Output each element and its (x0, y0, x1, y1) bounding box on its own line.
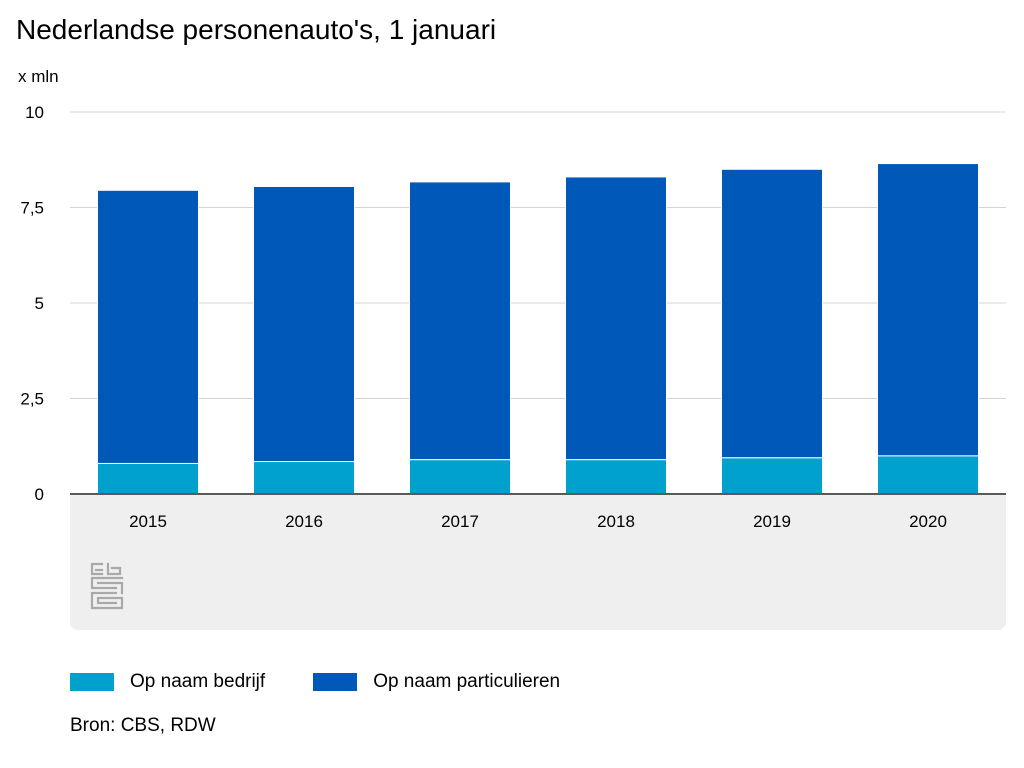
x-tick-label-2017: 2017 (441, 512, 479, 531)
x-axis-band (70, 494, 1006, 630)
bar-2015-op-naam-bedrijf (97, 462, 199, 495)
x-tick-label-2015: 2015 (129, 512, 167, 531)
x-tick-labels: 2015 2016 2017 2018 2019 2020 (129, 512, 947, 531)
bar-2018-op-naam-particulieren (565, 176, 667, 461)
bar-2017-op-naam-bedrijf (409, 459, 511, 495)
legend-swatch-bedrijf (70, 673, 114, 691)
bar-2020-op-naam-particulieren (877, 163, 979, 457)
x-tick-label-2018: 2018 (597, 512, 635, 531)
legend-item-particulieren: Op naam particulieren (313, 670, 560, 694)
y-tick-label-7-5: 7,5 (20, 199, 44, 218)
source-note: Bron: CBS, RDW (70, 715, 216, 736)
chart-plot: 0 2,5 5 7,5 10 2015 2016 2017 2018 2019 2020 x ml… (18, 67, 1006, 531)
legend-label-particulieren: Op naam particulieren (373, 671, 561, 692)
y-tick-label-2-5: 2,5 (20, 390, 44, 409)
bar-2019-op-naam-particulieren (721, 168, 823, 459)
bars (97, 163, 979, 495)
chart-title: Nederlandse personenauto's, 1 januari (16, 14, 497, 45)
gridlines (70, 111, 1006, 399)
x-tick-label-2020: 2020 (909, 512, 947, 531)
x-tick-label-2016: 2016 (285, 512, 323, 531)
legend-item-bedrijf: Op naam bedrijf (70, 670, 265, 694)
legend-label-bedrijf: Op naam bedrijf (130, 671, 266, 692)
x-tick-label-2019: 2019 (753, 512, 791, 531)
bar-2020-op-naam-bedrijf (877, 455, 979, 495)
y-tick-label-0: 0 (35, 485, 44, 504)
legend-swatch-particulieren (313, 673, 358, 691)
legend: Op naam bedrijf Op naam particulieren (70, 668, 608, 696)
bar-2016-op-naam-particulieren (253, 185, 355, 463)
bar-2017-op-naam-particulieren (409, 181, 511, 461)
bar-2016-op-naam-bedrijf (253, 461, 355, 495)
y-tick-label-10: 10 (25, 103, 44, 122)
bar-2018-op-naam-bedrijf (565, 459, 667, 495)
bar-2015-op-naam-particulieren (97, 189, 199, 464)
y-tick-label-5: 5 (35, 294, 44, 313)
cbs-logo-icon (90, 562, 124, 610)
y-axis-label: x mln (18, 67, 59, 86)
bar-2019-op-naam-bedrijf (721, 457, 823, 495)
y-tick-labels: 0 2,5 5 7,5 10 (20, 103, 44, 504)
